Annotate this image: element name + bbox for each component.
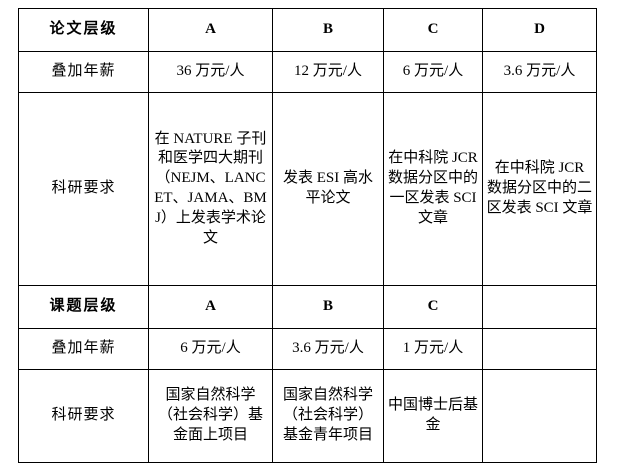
row-label-paper-requirement: 科研要求 [18,92,149,286]
cell-project-salary-a: 6 万元/人 [148,328,273,370]
tier-label-paper-c: C [383,8,483,52]
table-row: 课题层级 A B C [18,285,597,329]
tier-label-project-a: A [148,285,273,329]
cell-paper-salary-b: 12 万元/人 [272,51,384,93]
tier-label-project-b: B [272,285,384,329]
table-row: 科研要求 在 NATURE 子刊和医学四大期刊（NEJM、LANCET、JAMA… [18,92,597,286]
row-label-paper-salary: 叠加年薪 [18,51,149,93]
tier-benefits-table: 论文层级 A B C D 叠加年薪 36 万元/人 12 万元/人 6 万元/人… [18,8,597,463]
tier-label-paper-b: B [272,8,384,52]
tier-label-paper-a: A [148,8,273,52]
cell-project-salary-c: 1 万元/人 [383,328,483,370]
cell-paper-salary-c: 6 万元/人 [383,51,483,93]
table-row: 论文层级 A B C D [18,8,597,52]
row-label-project-requirement: 科研要求 [18,369,149,463]
cell-paper-requirement-d: 在中科院 JCR 数据分区中的二区发表 SCI 文章 [482,92,597,286]
tier-label-project-d-empty [482,285,597,329]
cell-paper-salary-a: 36 万元/人 [148,51,273,93]
cell-project-salary-d-empty [482,328,597,370]
document-page: 论文层级 A B C D 叠加年薪 36 万元/人 12 万元/人 6 万元/人… [18,8,597,463]
cell-project-requirement-c: 中国博士后基金 [383,369,483,463]
cell-paper-requirement-a: 在 NATURE 子刊和医学四大期刊（NEJM、LANCET、JAMA、BMJ）… [148,92,273,286]
cell-paper-requirement-c: 在中科院 JCR 数据分区中的一区发表 SCI 文章 [383,92,483,286]
row-label-project-salary: 叠加年薪 [18,328,149,370]
tier-label-paper-d: D [482,8,597,52]
table-row: 叠加年薪 6 万元/人 3.6 万元/人 1 万元/人 [18,328,597,370]
cell-paper-salary-d: 3.6 万元/人 [482,51,597,93]
cell-paper-requirement-b: 发表 ESI 高水平论文 [272,92,384,286]
table-row: 科研要求 国家自然科学（社会科学）基金面上项目 国家自然科学（社会科学）基金青年… [18,369,597,463]
table-row: 叠加年薪 36 万元/人 12 万元/人 6 万元/人 3.6 万元/人 [18,51,597,93]
cell-project-requirement-b: 国家自然科学（社会科学）基金青年项目 [272,369,384,463]
cell-project-requirement-d-empty [482,369,597,463]
tier-label-project-c: C [383,285,483,329]
section-header-project: 课题层级 [18,285,149,329]
cell-project-requirement-a: 国家自然科学（社会科学）基金面上项目 [148,369,273,463]
cell-project-salary-b: 3.6 万元/人 [272,328,384,370]
section-header-paper: 论文层级 [18,8,149,52]
